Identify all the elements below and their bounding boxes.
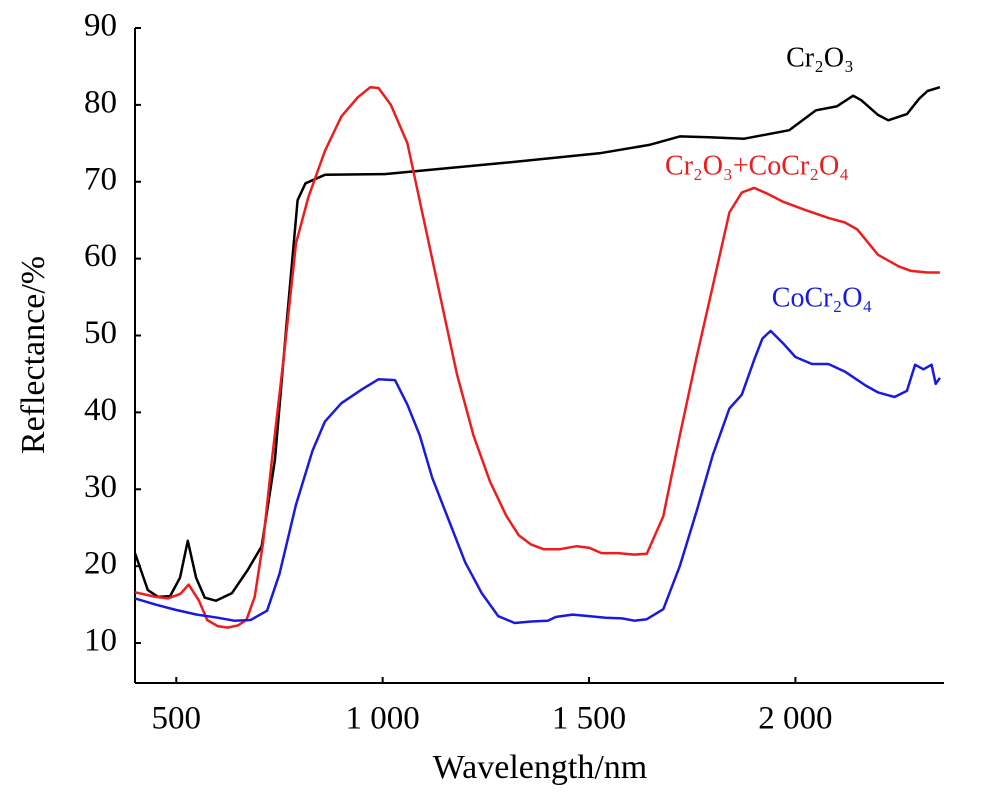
series-line: [134, 85, 940, 629]
y-tick-label: 10: [84, 623, 117, 659]
series-label: Cr₂O₃: [786, 42, 854, 73]
y-tick-label: 40: [84, 392, 117, 428]
series-label: Cr₂O₃+CoCr₂O₄: [665, 150, 849, 181]
y-tick-label: 70: [84, 161, 117, 197]
y-tick-label: 80: [84, 84, 117, 120]
x-tick-label: 1 000: [346, 701, 420, 737]
series-label: CoCr₂O₄: [772, 282, 872, 313]
series-line: [134, 329, 941, 625]
y-axis-label: Reflectance/%: [15, 256, 52, 454]
y-tick-label: 20: [84, 546, 117, 582]
y-tick-label: 90: [84, 8, 117, 44]
x-tick-label: 2 000: [758, 701, 832, 737]
x-tick-label: 1 500: [552, 701, 626, 737]
y-tick-label: 60: [84, 238, 117, 274]
series-line: [133, 86, 941, 602]
x-axis-label: Wavelength/nm: [433, 749, 647, 786]
x-tick-label: 500: [152, 701, 202, 737]
y-tick-label: 30: [84, 469, 117, 505]
y-tick-label: 50: [84, 315, 117, 351]
